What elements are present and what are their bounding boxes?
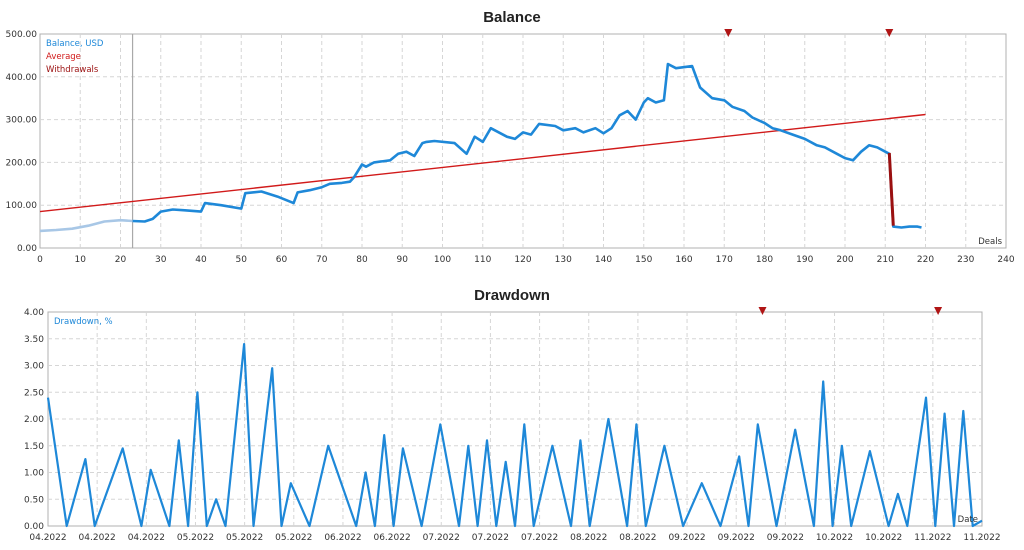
x-tick-label: 200: [836, 255, 853, 265]
x-tick-label: 140: [595, 255, 612, 265]
x-tick-label: 80: [356, 255, 368, 265]
y-tick-label: 400.00: [6, 73, 38, 83]
x-tick-label: 100: [434, 255, 451, 265]
x-tick-label: 09.2022: [767, 533, 804, 543]
x-tick-label: 04.2022: [29, 533, 66, 543]
y-tick-label: 500.00: [6, 30, 38, 40]
x-tick-label: 180: [756, 255, 773, 265]
x-tick-label: 07.2022: [423, 533, 460, 543]
y-tick-label: 3.00: [24, 362, 44, 372]
x-tick-label: 170: [716, 255, 733, 265]
drawdown-chart-title: Drawdown: [474, 287, 550, 304]
y-tick-label: 1.00: [24, 469, 44, 479]
x-axis-label: Date: [958, 515, 978, 525]
drawdown-line: [46, 342, 983, 528]
x-tick-label: 11.2022: [963, 533, 1000, 543]
x-tick-label: 07.2022: [472, 533, 509, 543]
x-tick-label: 09.2022: [718, 533, 755, 543]
x-tick-label: 220: [917, 255, 934, 265]
y-tick-label: 300.00: [6, 116, 38, 126]
x-tick-label: 05.2022: [226, 533, 263, 543]
x-tick-label: 90: [397, 255, 409, 265]
y-tick-label: 2.00: [24, 415, 44, 425]
x-tick-label: 70: [316, 255, 328, 265]
y-tick-label: 2.50: [24, 388, 44, 398]
legend-item: Balance, USD: [46, 39, 104, 49]
x-tick-label: 04.2022: [128, 533, 165, 543]
x-tick-label: 240: [997, 255, 1014, 265]
x-tick-label: 160: [675, 255, 692, 265]
y-tick-label: 200.00: [6, 158, 38, 168]
y-tick-label: 0.00: [24, 522, 44, 532]
x-tick-label: 10: [75, 255, 87, 265]
x-tick-label: 04.2022: [79, 533, 116, 543]
x-tick-label: 40: [195, 255, 207, 265]
x-tick-label: 20: [115, 255, 127, 265]
y-tick-label: 100.00: [6, 201, 38, 211]
y-tick-label: 1.50: [24, 442, 44, 452]
x-tick-label: 05.2022: [177, 533, 214, 543]
x-tick-label: 210: [877, 255, 894, 265]
x-tick-label: 06.2022: [373, 533, 410, 543]
x-tick-label: 08.2022: [570, 533, 607, 543]
y-tick-label: 3.50: [24, 335, 44, 345]
x-tick-label: 130: [555, 255, 572, 265]
balance-line-history: [39, 218, 133, 233]
x-tick-label: 0: [37, 255, 43, 265]
withdrawal-marker-icon: [885, 29, 894, 37]
legend-item: Withdrawals: [46, 65, 99, 75]
x-tick-label: 10.2022: [865, 533, 902, 543]
y-tick-label: 0.00: [17, 244, 37, 254]
x-tick-label: 06.2022: [324, 533, 361, 543]
legend-item: Drawdown, %: [54, 317, 113, 327]
drawdown-chart: 0.00 0.50 1.00 1.50 2.00 2.50 3.00 3.50 4.00 04.2…: [24, 307, 1001, 543]
x-tick-label: 10.2022: [816, 533, 853, 543]
x-tick-label: 11.2022: [914, 533, 951, 543]
x-tick-label: 60: [276, 255, 288, 265]
balance-chart: 0.00 100.00 200.00 300.00 400.00 500.00 0 10 20 3…: [6, 29, 1015, 265]
x-tick-label: 08.2022: [619, 533, 656, 543]
withdrawal-marker-icon: [934, 307, 943, 315]
x-tick-label: 50: [236, 255, 248, 265]
balance-chart-title: Balance: [483, 9, 541, 26]
x-tick-label: 230: [957, 255, 974, 265]
x-tick-label: 05.2022: [275, 533, 312, 543]
x-tick-label: 30: [155, 255, 167, 265]
balance-line: [132, 62, 922, 229]
x-tick-label: 09.2022: [668, 533, 705, 543]
withdrawal-marker-icon: [724, 29, 733, 37]
x-tick-label: 07.2022: [521, 533, 558, 543]
x-tick-label: 120: [514, 255, 531, 265]
x-tick-label: 110: [474, 255, 491, 265]
x-axis-label: Deals: [978, 237, 1002, 247]
legend-item: Average: [46, 52, 81, 62]
x-tick-label: 190: [796, 255, 813, 265]
withdrawal-line: [887, 152, 895, 226]
y-tick-label: 0.50: [24, 495, 44, 505]
x-tick-label: 150: [635, 255, 652, 265]
withdrawal-marker-icon: [758, 307, 767, 315]
y-tick-label: 4.00: [24, 308, 44, 318]
